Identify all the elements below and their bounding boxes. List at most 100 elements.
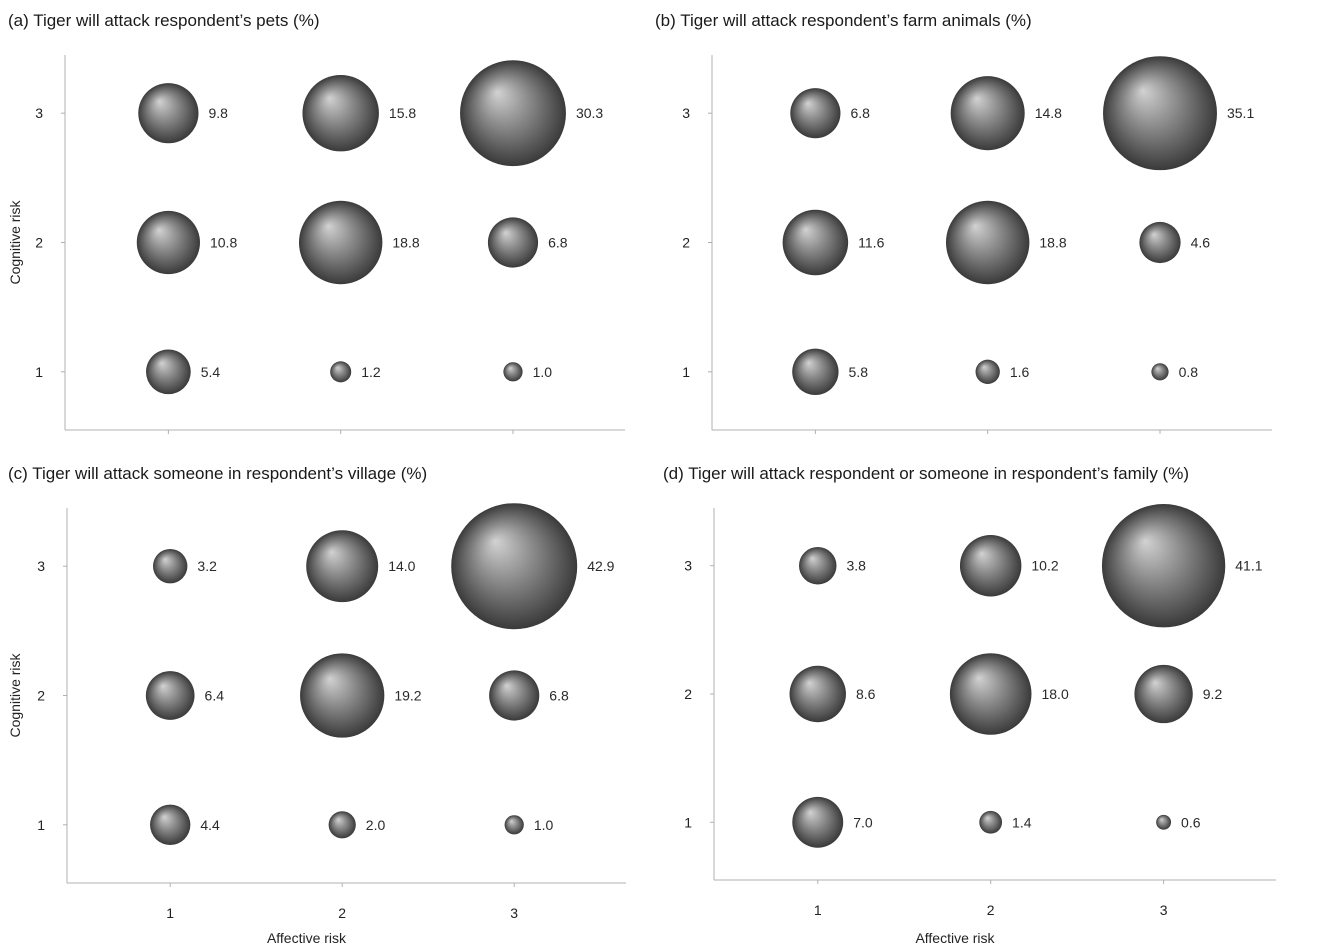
bubble [949, 653, 1032, 735]
bubble [146, 349, 191, 395]
bubble [145, 671, 195, 720]
bubble [489, 670, 540, 721]
y-tick-label: 2 [684, 686, 692, 702]
bubble [138, 83, 199, 144]
panel-title: (c) Tiger will attack someone in respond… [8, 464, 427, 483]
y-tick-label: 2 [35, 235, 43, 251]
bubble [1134, 664, 1193, 724]
bubble-value-label: 1.4 [1012, 814, 1032, 830]
bubble-value-label: 30.3 [576, 105, 603, 121]
x-tick-label: 3 [1160, 902, 1168, 918]
bubble [799, 546, 837, 585]
bubble [790, 88, 841, 139]
bubble-value-label: 6.4 [205, 688, 225, 704]
panel-title: (b) Tiger will attack respondent’s farm … [655, 11, 1032, 30]
bubble [789, 665, 846, 723]
y-tick-label: 3 [35, 105, 43, 121]
bubble [950, 76, 1025, 151]
bubble-value-label: 10.8 [210, 235, 237, 251]
y-tick-label: 3 [682, 105, 690, 121]
y-tick-label: 1 [37, 817, 45, 833]
bubble-value-label: 18.8 [392, 235, 419, 251]
panel-title: (d) Tiger will attack respondent or some… [663, 464, 1189, 483]
bubble-value-label: 19.2 [394, 688, 421, 704]
bubble [975, 359, 1000, 384]
bubble [298, 200, 383, 285]
x-tick-label: 2 [987, 902, 995, 918]
bubble [782, 209, 849, 276]
bubble-value-label: 9.8 [208, 105, 228, 121]
bubble-value-label: 11.6 [858, 235, 884, 251]
bubble-value-label: 10.2 [1031, 558, 1058, 574]
bubble-value-label: 0.8 [1179, 364, 1199, 380]
bubble-value-label: 4.4 [200, 817, 220, 833]
y-tick-label: 3 [684, 558, 692, 574]
bubble [1151, 363, 1169, 381]
bubble-value-label: 18.8 [1039, 235, 1066, 251]
bubble-value-label: 1.0 [534, 817, 554, 833]
panel-title: (a) Tiger will attack respondent’s pets … [8, 11, 319, 30]
bubble-value-label: 5.8 [849, 364, 869, 380]
panel-b: (b) Tiger will attack respondent’s farm … [655, 11, 1272, 434]
x-tick-label: 2 [338, 905, 346, 921]
panel-c: (c) Tiger will attack someone in respond… [7, 464, 626, 946]
bubble [1103, 56, 1217, 171]
bubble [504, 815, 524, 835]
bubble-value-label: 3.8 [847, 558, 867, 574]
bubble-value-label: 6.8 [549, 688, 569, 704]
panel-d: (d) Tiger will attack respondent or some… [663, 464, 1276, 946]
bubble [150, 804, 191, 845]
bubble [945, 200, 1030, 285]
bubble [302, 74, 379, 152]
y-axis-title: Cognitive risk [7, 199, 23, 284]
x-tick-label: 3 [510, 905, 518, 921]
bubble-value-label: 9.2 [1203, 686, 1223, 702]
bubble-value-label: 6.8 [850, 105, 870, 121]
bubble [328, 811, 356, 839]
bubble-value-label: 18.0 [1041, 686, 1068, 702]
bubble-value-label: 8.6 [856, 686, 876, 702]
bubble-value-label: 1.0 [533, 364, 553, 380]
bubble-value-label: 14.0 [388, 558, 415, 574]
bubble-value-label: 35.1 [1227, 105, 1254, 121]
x-axis-title: Affective risk [915, 930, 995, 946]
bubble-value-label: 42.9 [587, 558, 614, 574]
bubble [451, 503, 578, 630]
bubble [460, 60, 566, 167]
bubble-value-label: 1.6 [1010, 364, 1030, 380]
bubble [959, 535, 1022, 597]
y-tick-label: 2 [37, 688, 45, 704]
x-tick-label: 1 [166, 905, 174, 921]
y-tick-label: 1 [35, 364, 43, 380]
bubble [792, 796, 844, 848]
y-tick-label: 3 [37, 558, 45, 574]
y-tick-label: 1 [682, 364, 690, 380]
bubble [503, 362, 523, 382]
bubble-value-label: 4.6 [1191, 235, 1211, 251]
bubble [1139, 221, 1181, 264]
x-tick-label: 1 [814, 902, 822, 918]
bubble [306, 530, 379, 603]
bubble-value-label: 6.8 [548, 235, 568, 251]
bubble-value-label: 14.8 [1035, 105, 1062, 121]
bubble-value-label: 0.6 [1181, 814, 1201, 830]
x-axis-title: Affective risk [267, 930, 347, 946]
bubble [1101, 504, 1226, 628]
y-tick-label: 1 [684, 814, 692, 830]
bubble-value-label: 1.2 [361, 364, 381, 380]
panel-a: (a) Tiger will attack respondent’s pets … [7, 11, 625, 434]
bubble [979, 810, 1003, 834]
bubble [300, 653, 385, 738]
bubble [330, 361, 352, 383]
bubble-value-label: 3.2 [197, 558, 217, 574]
bubble [792, 348, 839, 395]
y-axis-title: Cognitive risk [7, 652, 23, 737]
bubble-value-label: 5.4 [201, 364, 221, 380]
bubble [487, 217, 539, 268]
bubble [1156, 814, 1172, 830]
bubble-value-label: 2.0 [366, 817, 386, 833]
y-tick-label: 2 [682, 235, 690, 251]
bubble [152, 548, 188, 584]
bubble [136, 210, 200, 275]
